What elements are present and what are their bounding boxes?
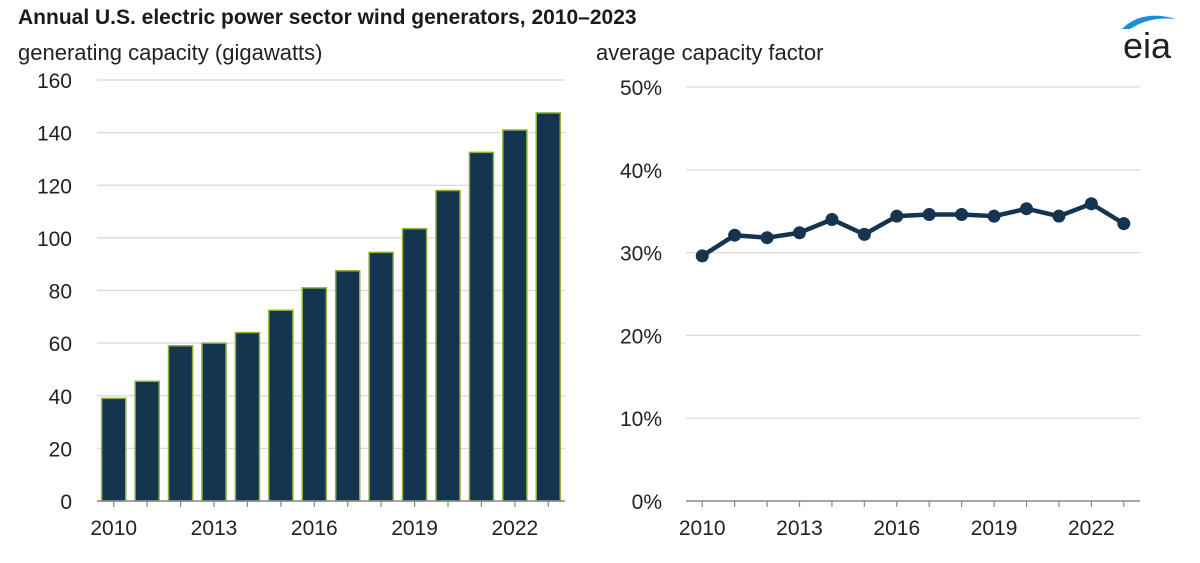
x-tick-label: 2010	[90, 517, 137, 540]
bar	[301, 287, 328, 502]
x-tick-label: 2013	[191, 517, 238, 540]
bar	[435, 189, 461, 502]
y-tick-label: 140	[37, 123, 72, 146]
y-tick-label: 120	[37, 175, 72, 198]
bar	[268, 309, 294, 502]
y-tick-label: 60	[49, 333, 72, 356]
data-point	[890, 209, 904, 223]
y-tick-label: 100	[37, 228, 72, 251]
y-tick-label: 20	[49, 438, 72, 461]
data-point	[728, 228, 742, 242]
left-chart-subtitle: generating capacity (gigawatts)	[18, 40, 323, 65]
x-tick-label: 2013	[776, 517, 823, 540]
y-tick-label: 160	[37, 70, 72, 93]
x-tick-label: 2016	[291, 517, 338, 540]
x-tick-label: 2022	[1068, 517, 1115, 540]
y-tick-label: 80	[49, 281, 72, 304]
y-tick-label: 20%	[620, 325, 662, 348]
eia-logo-text: eia	[1123, 25, 1172, 66]
bar	[368, 251, 394, 502]
x-tick-label: 2019	[391, 517, 438, 540]
y-tick-label: 40%	[620, 160, 662, 183]
data-point	[1117, 217, 1131, 231]
bar	[167, 345, 194, 502]
eia-logo-swoosh-icon	[1122, 15, 1176, 29]
data-point	[857, 227, 871, 241]
bar	[468, 151, 495, 502]
y-tick-label: 30%	[620, 243, 662, 266]
y-tick-label: 0	[60, 491, 72, 514]
data-point	[987, 209, 1001, 223]
capacity-bar-chart: 0 20 40 60 80 100 120 140 160 2010 2013 2016 2019 202…	[37, 70, 565, 540]
data-point	[793, 226, 806, 240]
capacity-factor-line-chart: 0% 10% 20% 30% 40% 50% 2010 2013 2016 2019 2022	[620, 77, 1140, 540]
bar	[502, 129, 528, 502]
right-chart-subtitle: average capacity factor	[596, 40, 823, 65]
bar	[401, 227, 428, 502]
x-tick-label: 2016	[873, 517, 920, 540]
y-tick-label: 40	[49, 386, 72, 409]
x-tick-label: 2019	[971, 517, 1018, 540]
y-tick-label: 10%	[620, 408, 662, 431]
data-point	[695, 249, 709, 263]
y-tick-label: 50%	[620, 77, 662, 100]
eia-logo: eia	[1122, 15, 1176, 66]
data-point	[922, 208, 936, 222]
data-point	[1020, 202, 1033, 216]
data-point	[955, 208, 969, 222]
x-tick-label: 2010	[679, 517, 726, 540]
x-tick-label: 2022	[491, 517, 538, 540]
data-point	[1052, 209, 1066, 223]
bar	[201, 342, 227, 502]
y-tick-label: 0%	[632, 491, 662, 514]
data-point	[760, 231, 774, 245]
data-point	[825, 212, 839, 226]
data-point	[1084, 197, 1098, 211]
bar	[100, 397, 127, 502]
bar	[134, 380, 160, 502]
bar	[535, 112, 562, 502]
chart-title: Annual U.S. electric power sector wind g…	[18, 6, 637, 29]
bar	[334, 270, 361, 502]
bar	[234, 331, 261, 502]
